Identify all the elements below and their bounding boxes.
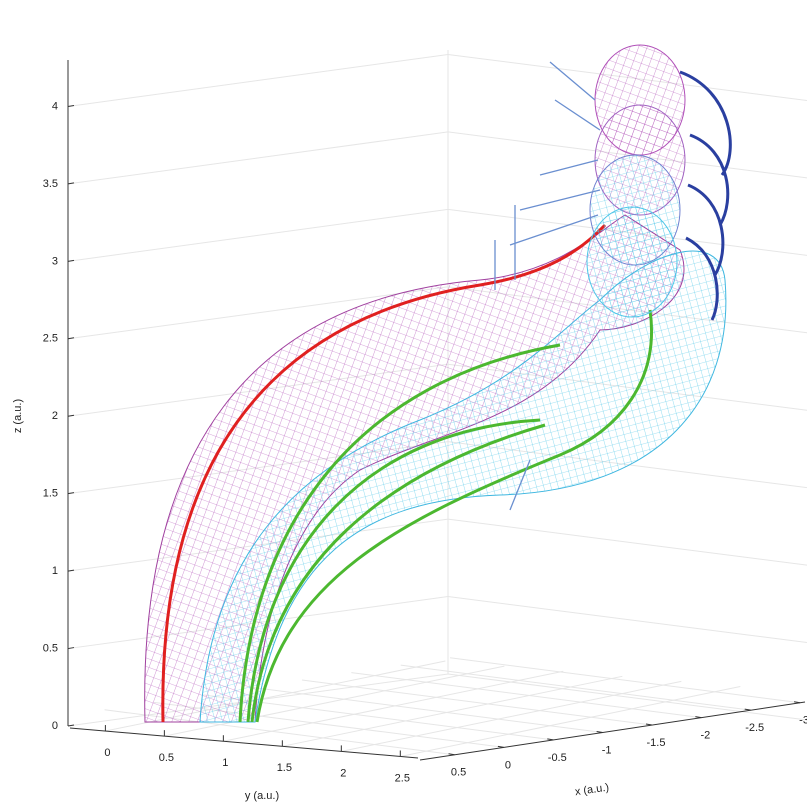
z-tick-label: 3 xyxy=(52,255,58,267)
cross-section xyxy=(587,207,677,317)
y-tick-label: 0.5 xyxy=(159,752,174,764)
x-tick xyxy=(498,746,504,747)
x-tick xyxy=(695,717,701,718)
z-tick xyxy=(68,338,74,339)
x-tick xyxy=(449,754,455,755)
y-tick-label: 2.5 xyxy=(395,772,410,784)
x-tick xyxy=(646,724,652,725)
x-tick-label: 0.5 xyxy=(451,767,466,779)
z-tick xyxy=(68,105,74,106)
grid-line xyxy=(302,680,652,725)
z-tick-label: 3.5 xyxy=(43,178,58,190)
x-tick-label: 0 xyxy=(505,759,511,771)
z-tick-label: 0.5 xyxy=(43,642,58,654)
grid-line xyxy=(68,132,807,184)
z-tick-label: 0 xyxy=(52,720,58,732)
x-tick xyxy=(794,702,800,703)
z-tick-label: 2 xyxy=(52,410,58,422)
z-tick-label: 2.5 xyxy=(43,333,58,345)
z-axis-label: z (a.u.) xyxy=(12,399,24,433)
grid-line xyxy=(351,673,701,718)
grid-line xyxy=(400,686,740,756)
z-tick xyxy=(68,415,74,416)
z-tick-label: 4 xyxy=(52,100,58,112)
z-tick xyxy=(68,493,74,494)
x-tick-label: -1.5 xyxy=(647,737,666,749)
z-tick xyxy=(68,570,74,571)
x-tick-label: -2.5 xyxy=(745,722,764,734)
x-tick xyxy=(597,731,603,732)
x-axis-label: x (a.u.) xyxy=(574,782,610,799)
x-tick-label: -1 xyxy=(602,744,612,756)
y-tick-label: 0 xyxy=(104,747,110,759)
grid-line xyxy=(253,687,603,732)
z-tick xyxy=(68,183,74,184)
y-tick-label: 2 xyxy=(340,767,346,779)
y-tick-label: 1 xyxy=(222,757,228,769)
x-tick-label: -3 xyxy=(799,715,807,727)
z-tick xyxy=(68,648,74,649)
y-axis-label: y (a.u.) xyxy=(245,790,279,802)
surface xyxy=(145,45,731,722)
z-tick xyxy=(68,260,74,261)
x-tick-label: -0.5 xyxy=(548,752,567,764)
x-tick xyxy=(745,709,751,710)
z-tick xyxy=(68,725,74,726)
grid-line xyxy=(450,658,800,703)
chart: 0 0.5 1 1.5 2 2.5 3 3.5 4 0 0.5 1 1.5 2 2.5 0.5 0 -0.5 -1 -… xyxy=(0,0,807,803)
x-tick-label: -2 xyxy=(700,730,710,742)
z-tick-label: 1.5 xyxy=(43,488,58,500)
z-tick-label: 1 xyxy=(52,565,58,577)
y-tick-label: 1.5 xyxy=(277,762,292,774)
x-tick xyxy=(547,739,553,740)
